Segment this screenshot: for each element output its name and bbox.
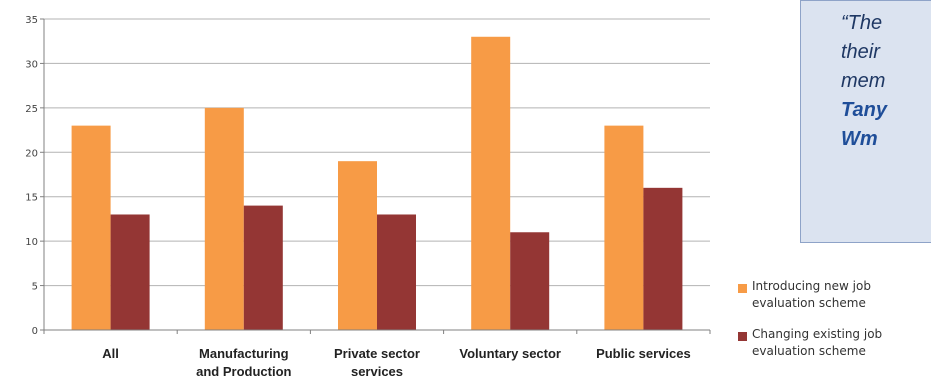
quote-box: “The their mem Tany Wm [800,0,931,243]
legend-label: Introducing new job evaluation scheme [752,279,871,310]
bar [338,161,377,330]
bar [604,125,644,330]
quote-line: “The [841,12,883,34]
x-category-label: Public services [596,346,691,361]
bar [377,214,416,330]
chart-legend: Introducing new job evaluation scheme Ch… [738,278,931,374]
legend-swatch [738,284,747,293]
bar [510,232,550,330]
y-tick-label: 35 [25,15,38,26]
y-tick-label: 25 [25,104,38,115]
y-tick-label: 20 [25,148,38,159]
legend-item: Changing existing job evaluation scheme [738,326,931,360]
quote-line: their [841,41,880,63]
quote-line-emphasis: Tany [841,99,887,121]
quote-line: mem [841,70,886,92]
x-category-label: Private sector services [334,346,420,379]
x-category-label: Voluntary sector [459,346,561,361]
y-axis-ticks: 0 5 10 15 20 25 30 35 [25,15,44,337]
quote-line-emphasis: Wm [841,128,878,150]
y-tick-label: 5 [32,282,38,293]
bar [71,125,111,330]
legend-item: Introducing new job evaluation scheme [738,278,931,312]
x-axis-categories: All Manufacturing and Production Private se… [102,346,690,379]
bars [71,36,683,331]
x-category-label: Manufacturing and Production [196,346,291,379]
bar [243,205,283,330]
bar-chart: 0 5 10 15 20 25 30 35 All Manufacturing and Produ… [25,15,711,379]
legend-swatch [738,332,747,341]
y-tick-label: 10 [25,237,38,248]
bar [471,36,511,331]
y-tick-label: 30 [25,59,38,70]
legend-label: Changing existing job evaluation scheme [752,327,883,358]
axes [43,19,711,334]
x-category-label: All [102,346,119,361]
bar [110,214,150,330]
y-tick-label: 15 [25,193,38,204]
bar [643,187,683,330]
y-tick-label: 0 [32,326,38,337]
bar [204,107,244,330]
